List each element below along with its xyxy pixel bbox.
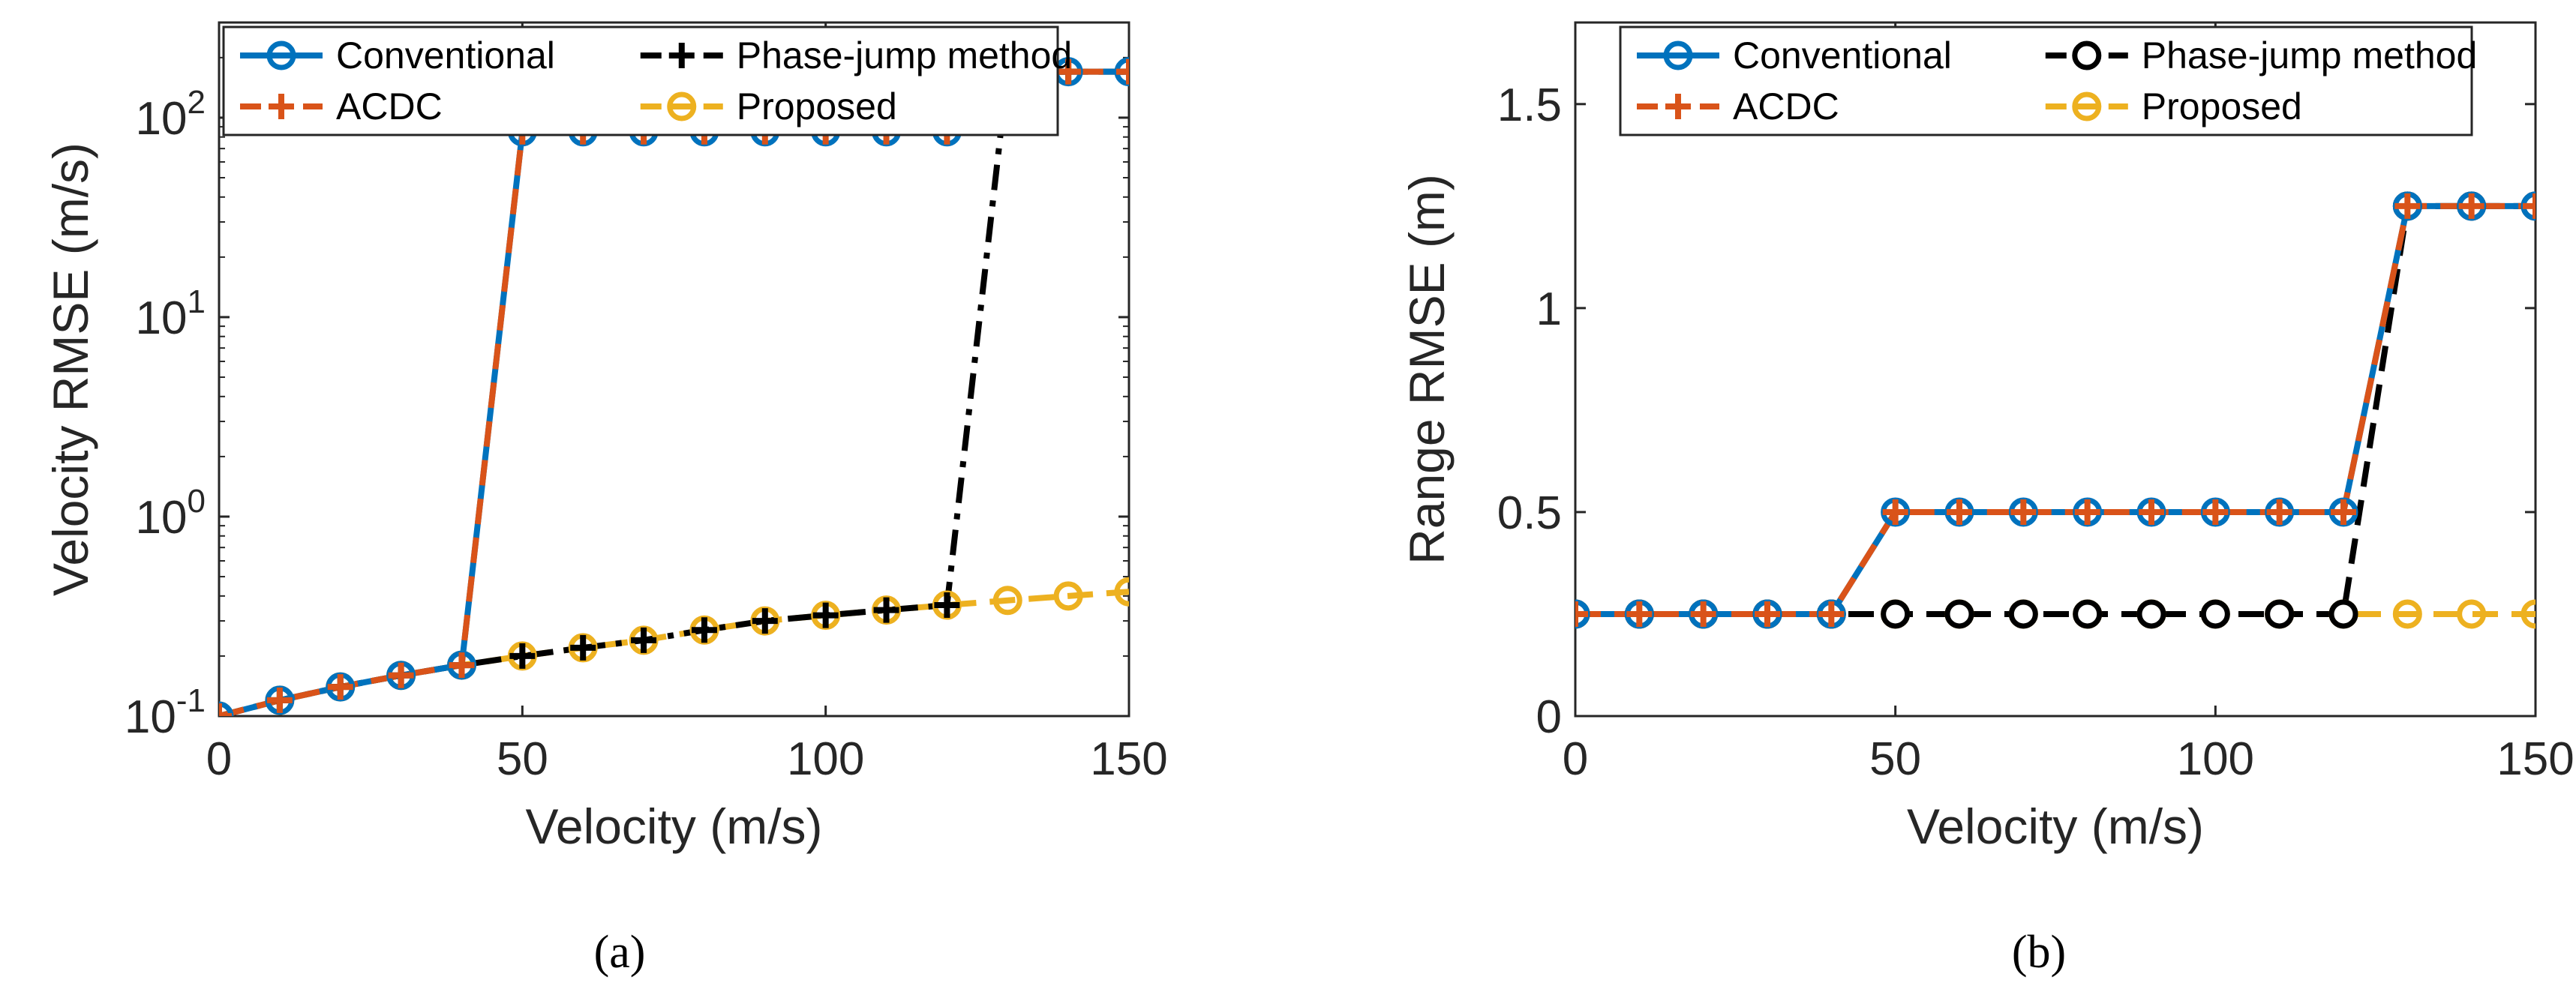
data-point xyxy=(934,592,960,619)
data-point xyxy=(1755,601,1780,627)
data-point xyxy=(1116,58,1129,85)
data-point xyxy=(2457,599,2487,629)
data-point xyxy=(1818,601,1845,627)
x-tick-label: 100 xyxy=(2177,733,2254,785)
legend-entry-label: Proposed xyxy=(737,85,897,127)
chart-range-rmse: 0 50 100 150 0 0.5 1 1.5 Velocity (m/s) Range RMS… xyxy=(1399,21,2574,978)
legend-entry-label: Phase-jump method xyxy=(2142,34,2477,76)
data-point xyxy=(2458,193,2484,219)
series-line-acdc xyxy=(1575,202,2535,617)
data-point xyxy=(2008,599,2038,629)
y-tick-label: 100 xyxy=(136,483,206,544)
data-point xyxy=(1690,601,1716,627)
subfigure-caption: (a) xyxy=(594,927,646,978)
data-point xyxy=(1053,581,1083,611)
data-point xyxy=(752,608,778,634)
legend-entry-label: Conventional xyxy=(1733,34,1952,76)
subfigure-caption: (b) xyxy=(2012,927,2066,978)
legend-entry-label: Phase-jump method xyxy=(737,34,1072,76)
data-point xyxy=(2394,193,2421,219)
y-tick-label: 0.5 xyxy=(1497,487,1562,539)
y-tick-label: 10-1 xyxy=(125,682,206,743)
legend: Conventional ACDC Phase-jump method Propose… xyxy=(1619,25,2477,136)
data-point xyxy=(2392,599,2422,629)
data-point xyxy=(2136,599,2166,629)
y-tick-label: 1.5 xyxy=(1497,79,1562,131)
legend-entry-label: Proposed xyxy=(2142,85,2302,127)
y-tick-label: 0 xyxy=(1536,691,1562,743)
y-tick-label: 101 xyxy=(136,283,206,344)
legend-marker xyxy=(2072,91,2102,121)
y-tick-label: 1 xyxy=(1536,283,1562,335)
data-point xyxy=(327,674,353,700)
legend-marker xyxy=(266,40,296,70)
x-axis-label: Velocity (m/s) xyxy=(1907,799,2204,854)
data-point xyxy=(449,652,475,679)
x-tick-label: 0 xyxy=(1563,733,1588,785)
data-point xyxy=(1881,599,1911,629)
y-axis-label: Velocity RMSE (m/s) xyxy=(43,142,98,596)
legend-box xyxy=(1619,25,2473,136)
data-point xyxy=(2266,499,2292,525)
x-tick-label: 100 xyxy=(787,733,864,785)
x-tick-label: 50 xyxy=(1869,733,1921,785)
data-point xyxy=(631,627,657,653)
data-point xyxy=(2202,499,2229,525)
legend-marker xyxy=(667,91,697,121)
legend: Conventional ACDC Phase-jump method Propose… xyxy=(222,25,1072,136)
x-tick-label: 150 xyxy=(1090,733,1167,785)
data-point xyxy=(2073,599,2103,629)
data-point xyxy=(509,643,536,669)
data-point xyxy=(1944,599,1974,629)
data-point xyxy=(1114,577,1129,607)
data-point xyxy=(570,634,596,661)
series-line-phase-jump-method xyxy=(219,68,1129,716)
legend-marker xyxy=(2072,40,2102,70)
x-axis-label: Velocity (m/s) xyxy=(525,799,822,854)
y-tick-label: 102 xyxy=(136,84,206,145)
data-point xyxy=(1626,601,1653,627)
data-point xyxy=(2074,499,2100,525)
data-point xyxy=(2010,499,2037,525)
legend-marker xyxy=(668,43,695,68)
data-point xyxy=(812,602,839,628)
series-layer xyxy=(1575,191,2535,629)
legend-entry-label: ACDC xyxy=(1733,85,1839,127)
x-tick-label: 50 xyxy=(497,733,548,785)
data-point xyxy=(2139,499,2164,525)
legend-marker xyxy=(1665,94,1691,119)
data-point xyxy=(1575,601,1588,627)
data-point xyxy=(2523,193,2535,219)
data-point xyxy=(2328,599,2358,629)
data-point xyxy=(266,687,293,713)
data-point xyxy=(1882,499,1908,525)
data-point xyxy=(873,597,899,623)
x-tick-label: 150 xyxy=(2496,733,2574,785)
data-point xyxy=(1055,58,1082,85)
plot-area xyxy=(218,21,1130,718)
data-point xyxy=(2331,499,2356,525)
chart-velocity-rmse: 0 50 100 150 10-1 100 101 102 Velocity (m/s) Velo… xyxy=(43,21,1168,978)
y-axis-label: Range RMSE (m) xyxy=(1399,174,1455,565)
legend-marker xyxy=(1663,40,1693,70)
legend-entry-label: ACDC xyxy=(336,85,443,127)
data-point xyxy=(691,617,717,643)
data-point xyxy=(2200,599,2230,629)
data-point xyxy=(388,662,414,688)
data-point xyxy=(2265,599,2295,629)
data-point xyxy=(1947,499,1972,525)
x-tick-label: 0 xyxy=(206,733,232,785)
legend-marker xyxy=(269,94,294,119)
legend-entry-label: Conventional xyxy=(336,34,555,76)
data-point xyxy=(992,586,1022,616)
legend-box xyxy=(222,25,1059,136)
data-point xyxy=(2520,599,2535,629)
